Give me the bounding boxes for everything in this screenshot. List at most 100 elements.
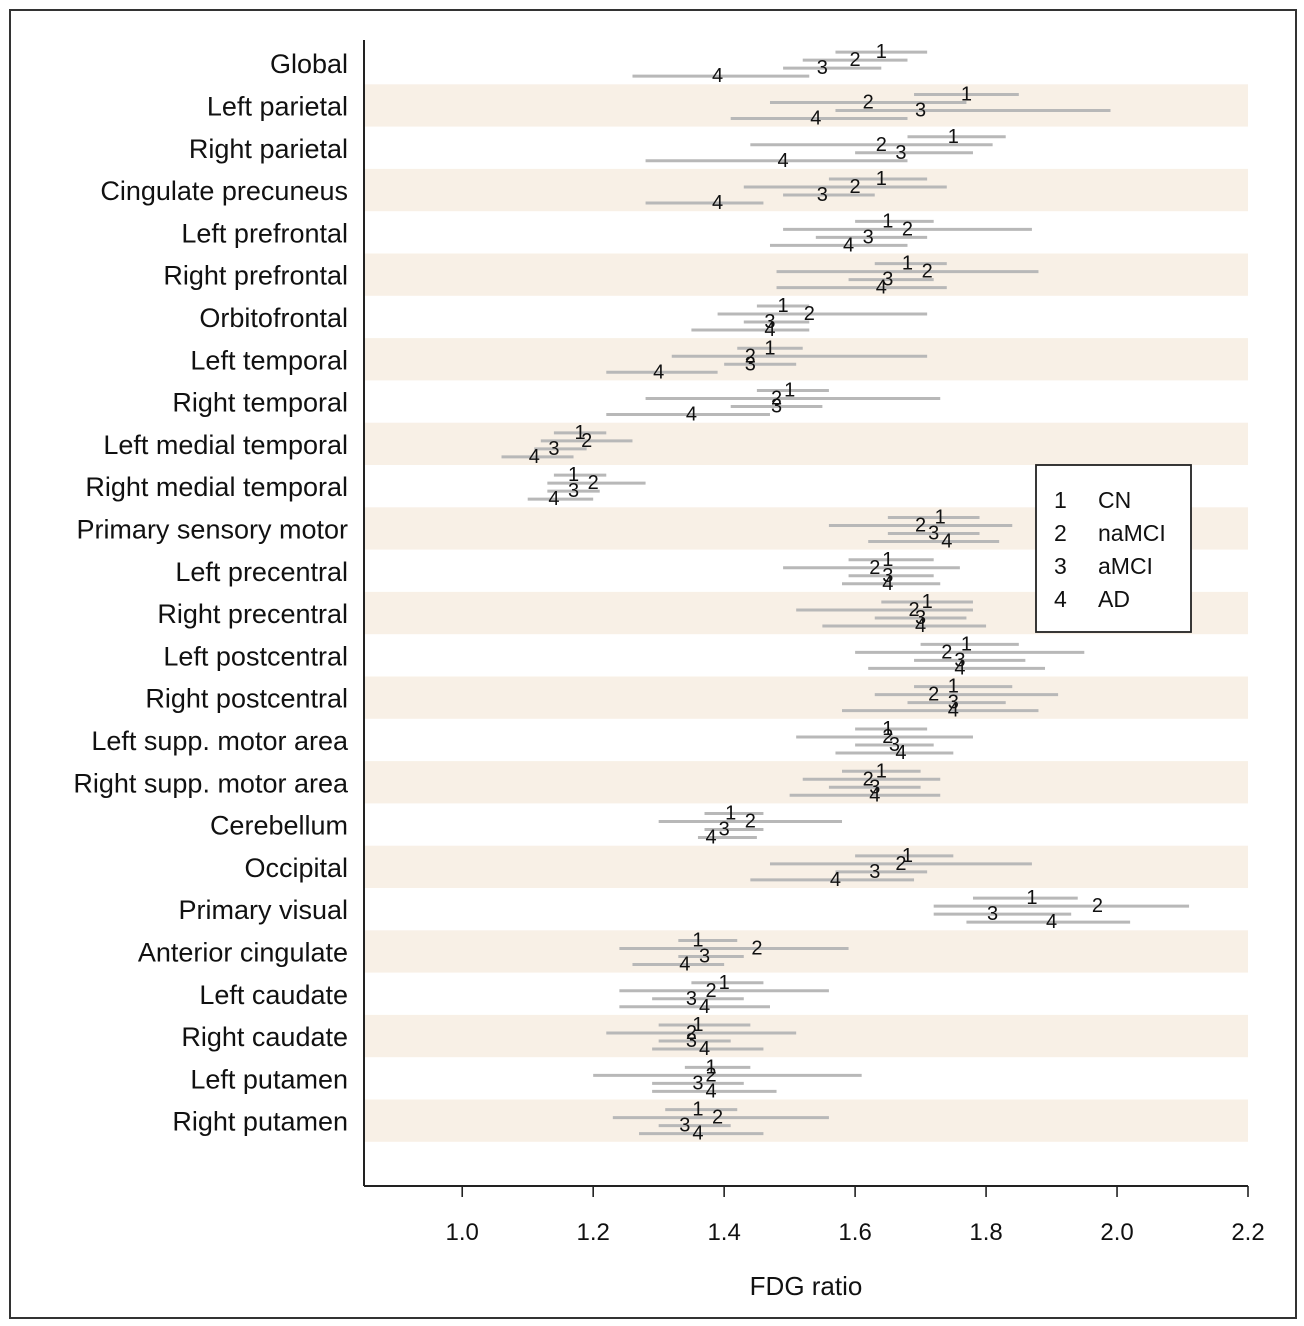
point-marker: 2 xyxy=(804,303,815,325)
region-label: Global xyxy=(270,49,348,79)
point-marker: 2 xyxy=(850,49,861,71)
point-marker: 1 xyxy=(1026,887,1037,909)
region-label: Left caudate xyxy=(199,980,348,1010)
x-tick-label: 1.0 xyxy=(446,1219,479,1246)
region-labels: Global Left parietal Right parietal Cingula… xyxy=(73,49,349,1137)
region-label: Right caudate xyxy=(181,1022,348,1052)
point-marker: 4 xyxy=(948,700,959,722)
point-marker: 2 xyxy=(902,218,913,240)
point-marker: 1 xyxy=(876,41,887,63)
point-marker: 4 xyxy=(882,573,893,595)
point-marker: 3 xyxy=(679,1115,690,1137)
point-marker: 4 xyxy=(778,150,789,172)
point-marker: 1 xyxy=(778,295,789,317)
point-marker: 4 xyxy=(810,107,821,129)
point-marker: 2 xyxy=(915,514,926,536)
row-band xyxy=(364,422,1248,465)
point-marker: 1 xyxy=(764,337,775,359)
point-marker: 4 xyxy=(699,996,710,1018)
row-band xyxy=(364,676,1248,719)
point-marker: 4 xyxy=(843,234,854,256)
x-tick-label: 1.8 xyxy=(969,1219,1002,1246)
region-label: Left postcentral xyxy=(163,641,348,671)
point-marker: 1 xyxy=(705,1056,716,1078)
region-label: Left medial temporal xyxy=(103,430,348,460)
point-marker: 1 xyxy=(719,972,730,994)
point-marker: 1 xyxy=(961,633,972,655)
point-marker: 3 xyxy=(882,269,893,291)
point-marker: 4 xyxy=(529,446,540,468)
point-marker: 4 xyxy=(869,784,880,806)
point-marker: 2 xyxy=(850,176,861,198)
region-label: Left prefrontal xyxy=(181,218,348,248)
point-marker: 4 xyxy=(764,319,775,341)
legend-label: CN xyxy=(1098,487,1131,513)
x-tick-label: 1.2 xyxy=(576,1219,609,1246)
row-band xyxy=(364,1014,1248,1058)
x-tick-label: 1.4 xyxy=(707,1219,740,1246)
point-marker: 3 xyxy=(692,1072,703,1094)
region-label: Primary visual xyxy=(178,895,348,925)
region-label: Right medial temporal xyxy=(85,472,348,502)
row-band xyxy=(364,845,1248,888)
point-marker: 1 xyxy=(784,380,795,402)
point-marker: 4 xyxy=(895,742,906,764)
point-marker: 3 xyxy=(889,734,900,756)
point-marker: 3 xyxy=(699,945,710,967)
x-tick-label: 2.0 xyxy=(1100,1219,1133,1246)
legend-marker: 1 xyxy=(1054,487,1067,513)
point-marker: 3 xyxy=(869,861,880,883)
region-label: Right putamen xyxy=(172,1107,348,1137)
point-marker: 3 xyxy=(987,903,998,925)
region-label: Cerebellum xyxy=(210,811,348,841)
legend-label: naMCI xyxy=(1098,520,1166,546)
region-label: Right prefrontal xyxy=(163,261,348,291)
point-marker: 4 xyxy=(712,65,723,87)
region-label: Cingulate precuneus xyxy=(100,176,348,206)
point-marker: 3 xyxy=(719,819,730,841)
legend-marker: 2 xyxy=(1054,520,1067,546)
figure-frame xyxy=(9,9,1297,1319)
point-marker: 2 xyxy=(869,557,880,579)
region-label: Left parietal xyxy=(207,91,348,121)
region-label: Left supp. motor area xyxy=(91,726,349,756)
point-marker: 1 xyxy=(948,676,959,698)
point-marker: 1 xyxy=(961,83,972,105)
point-marker: 4 xyxy=(876,277,887,299)
point-marker: 1 xyxy=(568,464,579,486)
x-tick-label: 2.2 xyxy=(1231,1219,1264,1246)
point-marker: 3 xyxy=(817,57,828,79)
point-marker: 3 xyxy=(548,438,559,460)
point-marker: 2 xyxy=(882,726,893,748)
point-marker: 4 xyxy=(712,192,723,214)
point-marker: 1 xyxy=(902,253,913,275)
region-label: Left putamen xyxy=(190,1064,348,1094)
point-marker: 4 xyxy=(915,615,926,637)
point-marker: 1 xyxy=(882,718,893,740)
region-label: Right postcentral xyxy=(145,684,348,714)
region-label: Left temporal xyxy=(190,345,348,375)
point-marker: 3 xyxy=(686,1030,697,1052)
region-label: Primary sensory motor xyxy=(76,514,348,544)
point-marker: 2 xyxy=(895,853,906,875)
point-marker: 3 xyxy=(771,396,782,418)
point-marker: 4 xyxy=(941,530,952,552)
point-marker: 2 xyxy=(876,134,887,156)
region-label: Right precentral xyxy=(157,599,348,629)
region-label: Anterior cingulate xyxy=(138,937,348,967)
region-label: Right supp. motor area xyxy=(73,768,349,798)
point-marker: 4 xyxy=(830,869,841,891)
point-marker: 3 xyxy=(915,607,926,629)
point-marker: 1 xyxy=(692,929,703,951)
legend: 1 CN 2 naMCI 3 aMCI 4 AD xyxy=(1035,464,1192,633)
point-marker: 2 xyxy=(588,472,599,494)
point-marker: 1 xyxy=(575,422,586,444)
point-marker: 1 xyxy=(692,1014,703,1036)
point-marker: 4 xyxy=(692,1123,703,1145)
region-label: Right parietal xyxy=(189,134,348,164)
point-marker: 2 xyxy=(863,91,874,113)
point-marker: 1 xyxy=(882,549,893,571)
x-axis-ticks: 1.0 1.2 1.4 1.6 1.8 2.0 2.2 xyxy=(446,1186,1265,1246)
point-marker: 2 xyxy=(705,1064,716,1086)
point-marker: 4 xyxy=(699,1038,710,1060)
